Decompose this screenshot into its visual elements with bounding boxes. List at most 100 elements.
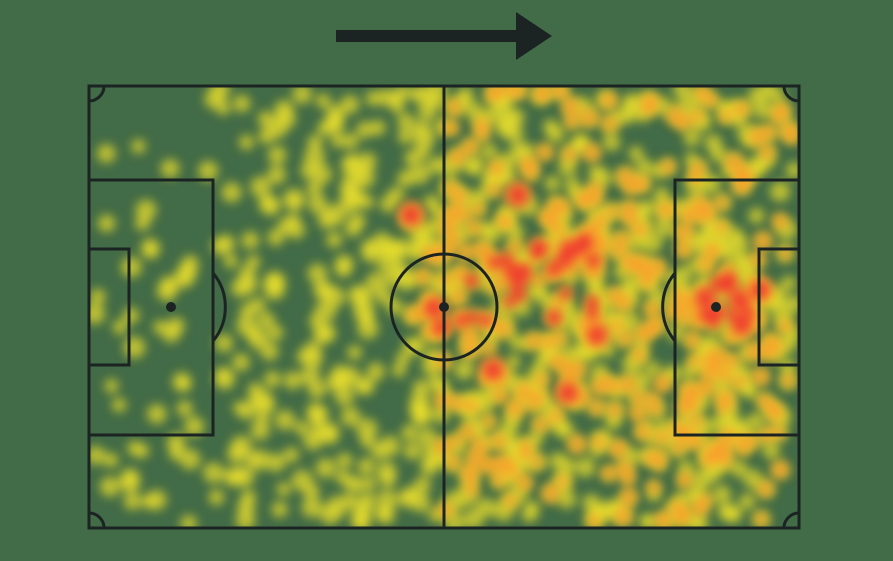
- heat-blob: [264, 370, 281, 388]
- heat-blob: [438, 502, 454, 518]
- heat-blob: [403, 442, 422, 460]
- heat-blob: [772, 213, 789, 230]
- heat-blob: [303, 483, 320, 500]
- heat-blob: [688, 355, 701, 368]
- heat-blob: [176, 262, 198, 283]
- heat-blob: [366, 362, 385, 381]
- pitch-lines: [87, 84, 801, 530]
- heat-blob: [731, 291, 749, 309]
- heat-blob: [493, 319, 512, 338]
- heat-blob: [258, 194, 278, 213]
- heat-blob: [740, 381, 758, 400]
- heat-blob: [214, 368, 236, 390]
- heat-blob: [334, 259, 353, 278]
- heat-blob: [582, 143, 601, 162]
- heat-blob: [425, 299, 443, 317]
- heat-blob: [480, 143, 498, 160]
- heat-blob: [782, 126, 799, 144]
- heat-blob: [214, 333, 234, 353]
- heat-blob: [257, 311, 276, 330]
- heat-blob: [765, 401, 780, 415]
- heat-blob: [446, 99, 462, 115]
- heat-blob: [518, 445, 533, 460]
- heat-blob: [464, 101, 484, 121]
- heat-blob: [494, 117, 515, 138]
- heat-blob: [544, 175, 561, 192]
- heat-blob: [546, 310, 562, 326]
- heat-blob: [743, 469, 764, 490]
- heat-blob: [754, 231, 772, 250]
- heat-blob: [452, 396, 466, 411]
- heat-blob: [645, 361, 661, 377]
- heat-blob: [716, 398, 733, 414]
- heat-blob: [781, 374, 795, 388]
- heat-blob: [463, 157, 481, 175]
- right-six-yard-box: [757, 247, 801, 367]
- heat-blob: [160, 158, 180, 179]
- heat-blob: [475, 127, 489, 141]
- heat-blob: [599, 375, 613, 389]
- heat-blob: [616, 168, 635, 186]
- heat-blob: [614, 507, 632, 525]
- heat-blob: [315, 457, 336, 479]
- heat-blob: [509, 186, 527, 204]
- heat-blob: [267, 145, 287, 165]
- heat-blob: [562, 147, 577, 162]
- heat-blob: [694, 229, 709, 245]
- heat-blob: [89, 288, 106, 305]
- heat-blob: [340, 94, 360, 115]
- heat-blob: [587, 514, 601, 528]
- heat-blob: [418, 102, 437, 121]
- heat-blob: [617, 331, 632, 346]
- heat-blob: [690, 415, 703, 428]
- heat-blob: [770, 339, 784, 353]
- heat-blob: [591, 435, 606, 450]
- heat-blob: [759, 145, 775, 161]
- heat-blob: [592, 214, 608, 230]
- heat-blob: [250, 420, 271, 441]
- heat-blob: [482, 341, 495, 354]
- heat-blob: [97, 214, 116, 233]
- heat-blob: [733, 102, 749, 118]
- heat-blob: [709, 275, 727, 293]
- heat-blob: [134, 443, 150, 459]
- heat-blob: [99, 476, 121, 497]
- heat-blob: [552, 199, 570, 217]
- heat-blob: [230, 277, 251, 298]
- heat-blob: [653, 374, 672, 393]
- heat-blob: [449, 435, 462, 448]
- heat-blob: [650, 259, 667, 276]
- corner-arc: [88, 511, 106, 529]
- heat-blob: [631, 391, 646, 405]
- heat-blob: [479, 456, 497, 474]
- attack-direction-arrow: [336, 12, 552, 60]
- heat-blob: [488, 160, 505, 176]
- heat-blob: [358, 492, 376, 509]
- heat-blob: [377, 253, 400, 276]
- heat-blob: [308, 313, 324, 329]
- heat-blob: [410, 492, 431, 513]
- heat-blob: [527, 397, 541, 411]
- heat-blob: [134, 215, 151, 231]
- heat-blob: [454, 359, 475, 380]
- heat-blob: [488, 255, 502, 270]
- heat-blob: [471, 202, 485, 215]
- heat-blob: [670, 300, 687, 317]
- heat-blob: [362, 476, 377, 491]
- heat-blob: [223, 253, 238, 269]
- heat-blob: [557, 489, 577, 509]
- heat-blob: [613, 232, 630, 249]
- heat-blob: [235, 510, 256, 528]
- heat-blob: [357, 457, 375, 476]
- heat-blob: [622, 275, 642, 294]
- heat-blob: [619, 488, 638, 506]
- heat-blob: [609, 439, 628, 458]
- heat-blob: [624, 256, 642, 274]
- heat-blob: [415, 268, 431, 285]
- heat-blob: [698, 255, 714, 272]
- heat-blob: [684, 332, 701, 349]
- heat-blob: [687, 395, 700, 408]
- heat-blob: [530, 455, 543, 469]
- heat-blob: [294, 420, 309, 436]
